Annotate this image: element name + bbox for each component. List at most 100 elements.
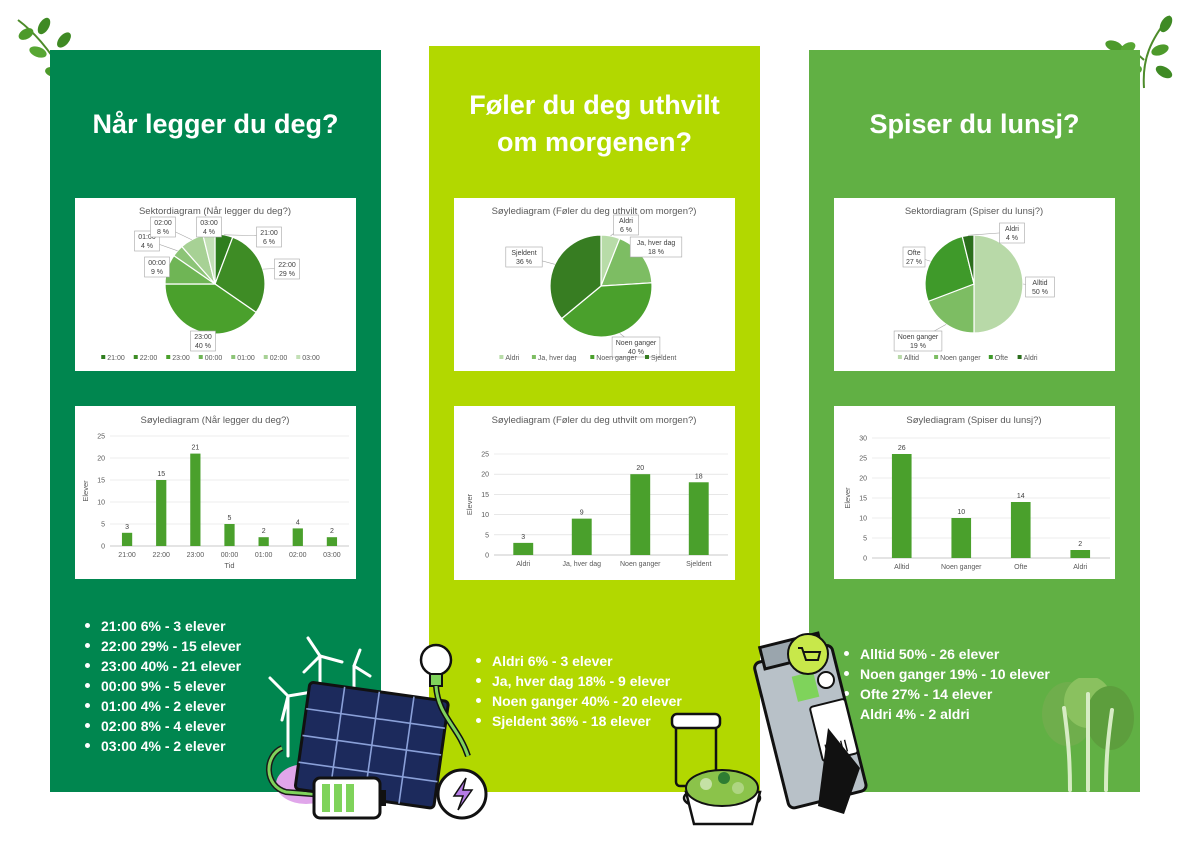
bar-Aldri (1070, 550, 1091, 558)
chart-title: Søylediagram (Når legger du deg?) (141, 415, 290, 426)
list-item: Aldri 6% - 3 elever (474, 651, 682, 671)
x-tick-label: 21:00 (118, 552, 136, 559)
chart-title: Søylediagram (Spiser du lunsj?) (906, 415, 1041, 426)
callout-box (1025, 276, 1055, 298)
plant-illustration (1042, 678, 1134, 792)
bar-Ja, hver dag (571, 518, 592, 555)
bar-chart: Søylediagram (Føler du deg uthvilt om mo… (465, 415, 728, 568)
y-tick-label: 20 (481, 472, 489, 479)
y-tick-label: 25 (859, 456, 867, 463)
y-tick-label: 15 (859, 496, 867, 503)
data-label: 21:00 (260, 230, 278, 237)
data-label: Noen ganger (898, 334, 939, 341)
x-axis-title: Tid (224, 561, 234, 570)
x-tick-label: Aldri (516, 561, 530, 568)
bar-Ofte (1010, 502, 1031, 558)
data-label: 26 (898, 445, 906, 452)
x-tick-label: Sjeldent (686, 561, 711, 568)
callout-box (190, 330, 216, 352)
data-label: 01:00 (138, 234, 156, 241)
legend-swatch (166, 355, 171, 359)
bar-Aldri (513, 542, 534, 555)
legend-entry: 23:00 (172, 355, 190, 362)
data-label: 22:00 (278, 262, 296, 269)
y-tick-label: 5 (863, 536, 867, 543)
x-tick-label: 00:00 (221, 552, 239, 559)
legend-swatch (263, 355, 268, 359)
column-bedtime: Når legger du deg? Sektordiagram (Når le… (50, 50, 381, 792)
pie-slice-Alltid (973, 234, 1024, 334)
legend-entry: Ofte (995, 355, 1008, 362)
legend-swatch (231, 355, 236, 359)
legend-swatch (934, 355, 939, 359)
data-label: 4 % (141, 243, 153, 250)
column-title: Når legger du deg? (92, 109, 339, 139)
y-tick-label: 25 (97, 434, 105, 441)
y-tick-label: 5 (485, 532, 489, 539)
legend-swatch (198, 355, 203, 359)
data-label: 4 (296, 519, 300, 526)
y-tick-label: 15 (97, 478, 105, 485)
y-tick-label: 20 (859, 476, 867, 483)
x-tick-label: 03:00 (323, 552, 341, 559)
callout-box (629, 236, 683, 258)
data-label: Aldri (619, 218, 633, 225)
callout-box (505, 246, 543, 268)
data-label: Alltid (1032, 280, 1047, 287)
callout-box (611, 336, 661, 358)
list-item: Noen ganger 19% - 10 elever (842, 664, 1050, 684)
callout-box (274, 258, 300, 280)
column-rested: Føler du deg uthvilt om morgenen? Søyled… (429, 46, 760, 792)
data-label: 14 (1017, 493, 1025, 500)
data-label: Ofte (907, 250, 920, 257)
legend-entry: 03:00 (302, 355, 320, 362)
legend-swatch (1017, 355, 1022, 359)
list-item: 21:00 6% - 3 elever (83, 616, 241, 636)
legend-swatch (101, 355, 106, 359)
data-label: 5 (228, 515, 232, 522)
list-item: 22:00 29% - 15 elever (83, 636, 241, 656)
data-label: 02:00 (154, 220, 172, 227)
list-item: Alltid 50% - 26 elever (842, 644, 1050, 664)
legend-entry: 02:00 (270, 355, 288, 362)
callout-box (999, 222, 1025, 244)
legend-entry: Aldri (1024, 355, 1038, 362)
bar-Alltid (891, 454, 912, 558)
list-item: 00:00 9% - 5 elever (83, 676, 241, 696)
column-title: Spiser du lunsj? (869, 109, 1080, 139)
pie-chart-card: Sektordiagram (Spiser du lunsj?) Alltid 50… (834, 198, 1115, 371)
data-label: 03:00 (200, 220, 218, 227)
legend-entry: Aldri (505, 355, 519, 362)
legend-swatch (296, 355, 301, 359)
bar-22:00 (156, 480, 167, 546)
legend-entry: 21:00 (107, 355, 125, 362)
data-label: 9 (580, 510, 584, 517)
chart-title: Sektordiagram (Spiser du lunsj?) (905, 206, 1043, 217)
data-label: 19 % (910, 343, 926, 350)
y-tick-label: 30 (859, 436, 867, 443)
x-tick-label: Noen ganger (941, 564, 982, 571)
data-label: Aldri (1005, 226, 1019, 233)
x-tick-label: 01:00 (255, 552, 273, 559)
legend-swatch (645, 355, 649, 359)
bar-chart: Søylediagram (Når legger du deg?) 0 5 10 15 2… (81, 415, 349, 570)
bar-02:00 (292, 528, 303, 546)
bar-23:00 (190, 453, 201, 546)
pie-slice-22:00 (214, 236, 266, 314)
data-label: 23:00 (194, 334, 212, 341)
list-item: 03:00 4% - 2 elever (83, 736, 241, 756)
x-tick-label: 02:00 (289, 552, 307, 559)
summary-list: Aldri 6% - 3 elever Ja, hver dag 18% - 9… (474, 651, 682, 731)
legend-entry: Noen ganger (596, 355, 637, 362)
column-lunch: Spiser du lunsj? Sektordiagram (Spiser d… (809, 50, 1140, 792)
data-label: 4 % (1006, 235, 1018, 242)
data-label: 40 % (195, 343, 211, 350)
legend-swatch (133, 355, 138, 359)
solar-energy-illustration (266, 636, 488, 820)
list-item: 02:00 8% - 4 elever (83, 716, 241, 736)
pie-chart: Sektordiagram (Når legger du deg?) 21:00 6… (101, 206, 320, 362)
list-item: Sjeldent 36% - 18 elever (474, 711, 682, 731)
legend-entry: 00:00 (205, 355, 223, 362)
pie-chart-card: Søylediagram (Føler du deg uthvilt om mo… (454, 198, 735, 371)
data-label: 40 % (628, 349, 644, 356)
